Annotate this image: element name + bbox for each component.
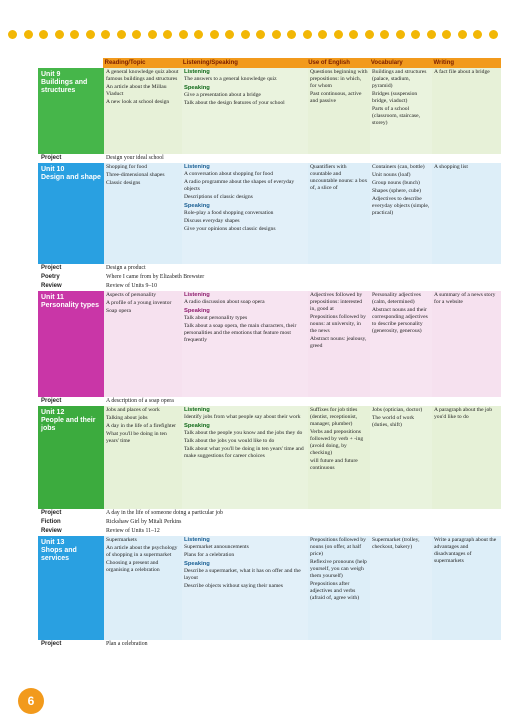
decorative-dot <box>442 30 451 39</box>
unit-9-vocabulary: Buildings and structures (palace, stadiu… <box>370 68 432 154</box>
unit-12-reading: Jobs and places of work Talking about jo… <box>106 407 177 444</box>
unit-10-review: Review Review of Units 9–10 <box>41 283 158 289</box>
decorative-dot <box>457 30 467 39</box>
decorative-dot <box>395 30 405 39</box>
decorative-dot <box>333 30 343 39</box>
decorative-dot <box>8 30 17 39</box>
unit-10-english: Quantifiers with countable and uncountab… <box>310 164 368 191</box>
unit-13-listening: Listening Supermarket announcements Plan… <box>182 536 308 640</box>
unit-10-project: Project Design a product <box>41 265 146 271</box>
unit-12-fiction: Fiction Rickshaw Girl by Mitali Perkins <box>41 519 182 525</box>
unit-12-review: Review Review of Units 11–12 <box>41 528 160 534</box>
decorative-dot <box>380 30 389 39</box>
unit-12-project: Project A day in the life of someone doin… <box>41 510 223 516</box>
unit-10-title: Unit 10 Design and shape <box>38 163 104 264</box>
header-vocabulary: Vocabulary <box>370 60 403 66</box>
unit-9-reading: A general knowledge quiz about famous bu… <box>106 69 179 105</box>
unit-11-writing: A summary of a news story for a website <box>434 292 496 305</box>
decorative-dot <box>302 30 312 39</box>
header-blank <box>38 58 103 68</box>
decorative-dot <box>411 30 420 39</box>
decorative-dot <box>101 30 110 39</box>
decorative-dot <box>23 30 33 39</box>
page-number: 6 <box>18 688 44 714</box>
unit-9-listening: Listening The answers to a general knowl… <box>182 68 308 154</box>
unit-11-row: Unit 11 Personality types Aspects of per… <box>38 291 501 397</box>
decorative-dot <box>70 30 79 39</box>
decorative-dot <box>287 30 296 39</box>
decorative-dot <box>194 30 203 39</box>
unit-9-writing: A fact file about a bridge <box>434 69 490 75</box>
decorative-dot <box>473 30 482 39</box>
decorative-dot <box>364 30 374 39</box>
unit-10-listening: Listening A conversation about shopping … <box>182 163 308 264</box>
decorative-dot <box>39 30 48 39</box>
decorative-dot <box>225 30 234 39</box>
decorative-dot <box>349 30 358 39</box>
unit-9-title: Unit 9 Buildings and structures <box>38 68 104 154</box>
unit-12-title: Unit 12 People and their jobs <box>38 406 104 509</box>
unit-9-row: Unit 9 Buildings and structures A genera… <box>38 68 501 154</box>
unit-11-listening: Listening A radio discussion about soap … <box>182 291 308 397</box>
unit-11-english: Adjectives followed by prepositions: int… <box>310 292 367 349</box>
decorative-dot <box>209 30 219 39</box>
decorative-dot <box>178 30 188 39</box>
unit-12-listening: Listening Identify jobs from what people… <box>182 406 308 509</box>
decorative-dot <box>271 30 281 39</box>
unit-12-vocabulary: Jobs (optician, doctor) The world of wor… <box>370 406 432 509</box>
decorative-dot <box>256 30 265 39</box>
unit-11-title: Unit 11 Personality types <box>38 291 104 397</box>
header-english: Use of English <box>308 60 350 66</box>
unit-10-row: Unit 10 Design and shape Shopping for fo… <box>38 163 501 264</box>
header-writing: Writing <box>433 60 455 66</box>
decorative-dot <box>318 30 327 39</box>
decorative-dot <box>240 30 250 39</box>
unit-13-vocabulary: Supermarket (trolley, checkout, bakery) <box>370 536 432 640</box>
decorative-dot <box>85 30 95 39</box>
unit-13-reading: Supermarkets An article about the psycho… <box>106 537 178 573</box>
decorative-dot <box>147 30 157 39</box>
unit-13-english: Prepositions followed by nouns (on offer… <box>310 537 367 601</box>
unit-13-project: Project Plan a celebration <box>41 641 148 647</box>
unit-12-row: Unit 12 People and their jobs Jobs and p… <box>38 406 501 509</box>
decorative-dot <box>488 30 498 39</box>
header-reading: Reading/Topic <box>104 60 146 66</box>
decorative-dot <box>132 30 141 39</box>
unit-9-english: Questions beginning with prepositions: i… <box>310 69 368 104</box>
unit-13-row: Unit 13 Shops and services Supermarkets … <box>38 536 501 640</box>
table-header: Reading/Topic Listening/Speaking Use of … <box>38 58 501 68</box>
decorative-dot <box>163 30 172 39</box>
decorative-dots <box>8 30 508 42</box>
unit-10-reading: Shopping for food Three-dimensional shap… <box>106 164 165 186</box>
unit-10-vocabulary: Containers (can, bottle) Unit nouns (loa… <box>370 163 432 264</box>
unit-12-english: Suffixes for job titles (dentist, recept… <box>310 407 364 471</box>
unit-11-project: Project A description of a soap opera <box>41 398 174 404</box>
unit-10-poetry: Poetry Where I came from by Elizabeth Bre… <box>41 274 205 280</box>
unit-10-writing: A shopping list <box>434 164 468 170</box>
unit-13-title: Unit 13 Shops and services <box>38 536 104 640</box>
syllabus-table: Reading/Topic Listening/Speaking Use of … <box>38 58 501 649</box>
decorative-dot <box>54 30 64 39</box>
unit-9-project: Project Design your ideal school <box>41 155 164 161</box>
decorative-dot <box>116 30 126 39</box>
decorative-dot <box>426 30 436 39</box>
unit-11-reading: Aspects of personality A profile of a yo… <box>106 292 172 314</box>
unit-13-writing: Write a paragraph about the advantages a… <box>434 537 497 564</box>
header-listening: Listening/Speaking <box>182 60 238 66</box>
unit-11-vocabulary: Personality adjectives (calm, determined… <box>370 291 432 397</box>
unit-12-writing: A paragraph about the job you'd like to … <box>434 407 493 420</box>
